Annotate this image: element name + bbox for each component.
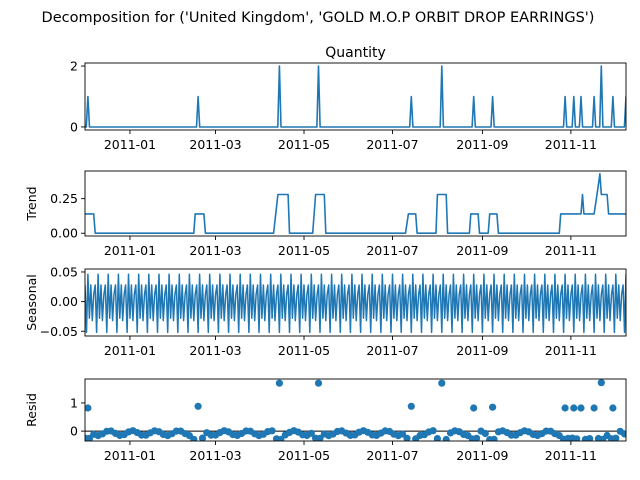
x-tick-label: 2011-09 xyxy=(456,137,508,152)
x-tick-label: 2011-11 xyxy=(545,243,597,258)
y-tick-label: 0.05 xyxy=(50,264,78,279)
x-tick-label: 2011-09 xyxy=(456,448,508,463)
resid-outlier-point xyxy=(489,403,497,411)
x-tick-label: 2011-03 xyxy=(189,243,241,258)
x-tick-label: 2011-09 xyxy=(456,343,508,358)
resid-outlier-point xyxy=(275,379,283,387)
resid-point xyxy=(190,435,198,441)
resid-outlier-point xyxy=(194,402,202,410)
x-tick-label: 2011-05 xyxy=(278,137,330,152)
y-tick-label: 1 xyxy=(70,395,78,410)
x-tick-label: 2011-03 xyxy=(189,448,241,463)
resid-point xyxy=(198,434,207,441)
y-tick-label: 0.00 xyxy=(50,226,78,241)
x-tick-label: 2011-07 xyxy=(366,137,418,152)
x-tick-label: 2011-01 xyxy=(104,137,156,152)
resid-point xyxy=(490,435,498,441)
y-tick-label: 0 xyxy=(70,424,78,439)
resid-point xyxy=(403,434,411,441)
y-tick-label: 0.00 xyxy=(50,294,78,309)
y-axis-label: Resid xyxy=(24,393,39,427)
resid-point xyxy=(612,434,620,441)
resid-outlier-point xyxy=(590,404,598,412)
x-tick-label: 2011-05 xyxy=(278,343,330,358)
y-tick-label: 0.25 xyxy=(50,191,78,206)
x-tick-label: 2011-11 xyxy=(545,343,597,358)
trend-series-line xyxy=(85,173,626,234)
plot-area xyxy=(85,273,626,334)
resid-point xyxy=(620,430,626,438)
figure-title: Decomposition for ('United Kingdom', 'GO… xyxy=(42,10,595,26)
panel-2: 0.00 0.25 2011-01 2011-03 2011-05 2011-07 2011… xyxy=(24,170,627,258)
resid-point xyxy=(481,429,489,438)
resid-point xyxy=(573,435,581,441)
resid-point xyxy=(433,435,441,441)
x-tick-label: 2011-01 xyxy=(104,343,156,358)
y-tick-label: 0 xyxy=(70,119,78,134)
y-tick-label: 2 xyxy=(70,59,78,74)
resid-outlier-point xyxy=(438,379,446,387)
resid-outlier-point xyxy=(561,404,569,412)
resid-outlier-point xyxy=(597,379,605,387)
resid-point xyxy=(307,429,315,437)
x-tick-label: 2011-03 xyxy=(189,343,241,358)
panel-title: Quantity xyxy=(325,45,386,61)
y-tick-label: −0.05 xyxy=(40,324,78,339)
resid-point xyxy=(429,427,437,435)
panels: 0 2 2011-01 2011-03 2011-05 2011-07 2011-09 201… xyxy=(24,45,627,463)
x-tick-label: 2011-07 xyxy=(366,243,418,258)
x-tick-label: 2011-05 xyxy=(278,448,330,463)
panel-3: −0.05 0.00 0.05 2011-01 2011-03 2011-05 2011-0… xyxy=(24,264,627,358)
x-tick-label: 2011-11 xyxy=(545,448,597,463)
axes-frame xyxy=(84,268,627,337)
quantity-series-line xyxy=(85,65,626,128)
y-axis-label: Seasonal xyxy=(24,274,39,331)
plot-area xyxy=(85,173,626,234)
resid-point xyxy=(268,427,276,435)
resid-point xyxy=(399,430,407,438)
panel-1: 0 2 2011-01 2011-03 2011-05 2011-07 2011-09 201… xyxy=(70,45,627,152)
axes-frame xyxy=(84,378,627,442)
x-tick-label: 2011-01 xyxy=(104,448,156,463)
resid-outlier-point xyxy=(609,404,617,412)
axes-frame xyxy=(84,170,627,237)
resid-point xyxy=(442,435,450,441)
x-tick-label: 2011-07 xyxy=(366,448,418,463)
x-tick-label: 2011-09 xyxy=(456,243,508,258)
resid-outlier-point xyxy=(407,402,415,410)
plot-area xyxy=(85,65,626,128)
seasonal-series-line xyxy=(85,273,626,334)
plot-area xyxy=(85,379,626,441)
resid-outlier-point xyxy=(577,404,585,412)
panel-4: 0 1 2011-01 2011-03 2011-05 2011-07 2011-09 201… xyxy=(24,378,627,463)
resid-point xyxy=(586,435,594,441)
x-tick-label: 2011-03 xyxy=(189,137,241,152)
x-tick-label: 2011-07 xyxy=(366,343,418,358)
axes-frame xyxy=(84,62,627,131)
resid-outlier-point xyxy=(85,404,92,412)
resid-outlier-point xyxy=(470,404,478,412)
x-tick-label: 2011-01 xyxy=(104,243,156,258)
y-axis-label: Trend xyxy=(24,186,39,221)
x-tick-label: 2011-05 xyxy=(278,243,330,258)
resid-outlier-point xyxy=(570,404,578,412)
x-tick-label: 2011-11 xyxy=(545,137,597,152)
resid-outlier-point xyxy=(314,379,323,387)
resid-point xyxy=(473,434,481,441)
